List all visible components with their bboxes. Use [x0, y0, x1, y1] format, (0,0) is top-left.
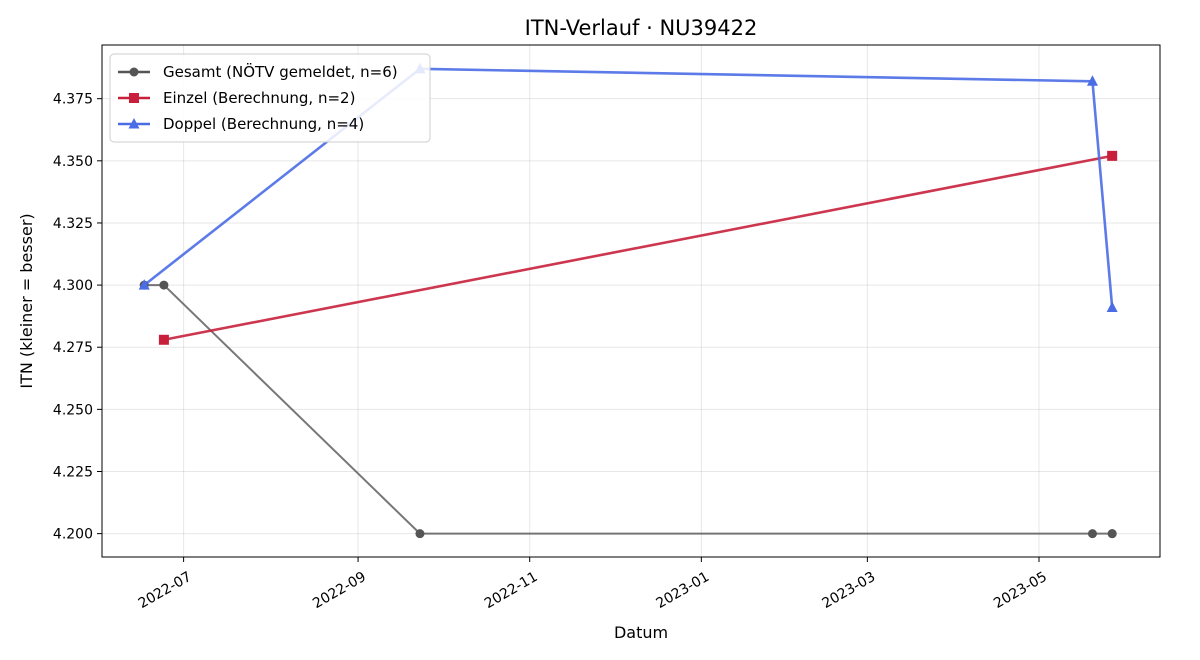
legend-marker — [129, 93, 139, 103]
y-tick-label: 4.350 — [53, 154, 93, 170]
data-point — [1106, 301, 1118, 312]
x-axis-title: Datum — [614, 623, 668, 642]
legend-box — [109, 53, 431, 143]
series-line — [163, 154, 1113, 342]
data-point — [158, 334, 169, 345]
y-tick-label: 4.200 — [53, 527, 93, 543]
legend-label: Einzel (Berechnung, n=2) — [163, 89, 355, 107]
legend-marker — [129, 67, 139, 77]
data-point — [415, 529, 425, 539]
data-point — [159, 280, 169, 290]
legend-item: Einzel (Berechnung, n=2) — [118, 89, 355, 107]
series-line — [143, 67, 1114, 308]
series-layer — [138, 62, 1118, 539]
chart-title: ITN-Verlauf · NU39422 — [525, 16, 758, 40]
legend-label: Doppel (Berechnung, n=4) — [163, 115, 364, 133]
y-tick-label: 4.250 — [53, 402, 93, 418]
legend-marker — [128, 118, 140, 129]
y-tick-label: 4.325 — [53, 216, 93, 232]
data-point — [1086, 75, 1098, 86]
y-axis-title: ITN (kleiner = besser) — [17, 213, 36, 388]
legend: Gesamt (NÖTV gemeldet, n=6) Einzel (Berec… — [109, 53, 431, 143]
plot-frame — [101, 44, 1161, 558]
legend-item: Doppel (Berechnung, n=4) — [118, 115, 364, 133]
data-point — [138, 279, 150, 290]
legend-item: Gesamt (NÖTV gemeldet, n=6) — [118, 62, 398, 81]
data-point — [1107, 150, 1118, 161]
y-tick-label: 4.375 — [53, 92, 93, 108]
legend-label: Gesamt (NÖTV gemeldet, n=6) — [163, 62, 398, 81]
series-square — [158, 150, 1118, 345]
data-point — [1107, 529, 1117, 539]
y-tick-label: 4.275 — [53, 340, 93, 356]
y-tick-label: 4.300 — [53, 278, 93, 294]
y-tick-label: 4.225 — [53, 465, 93, 481]
data-point — [1087, 529, 1097, 539]
